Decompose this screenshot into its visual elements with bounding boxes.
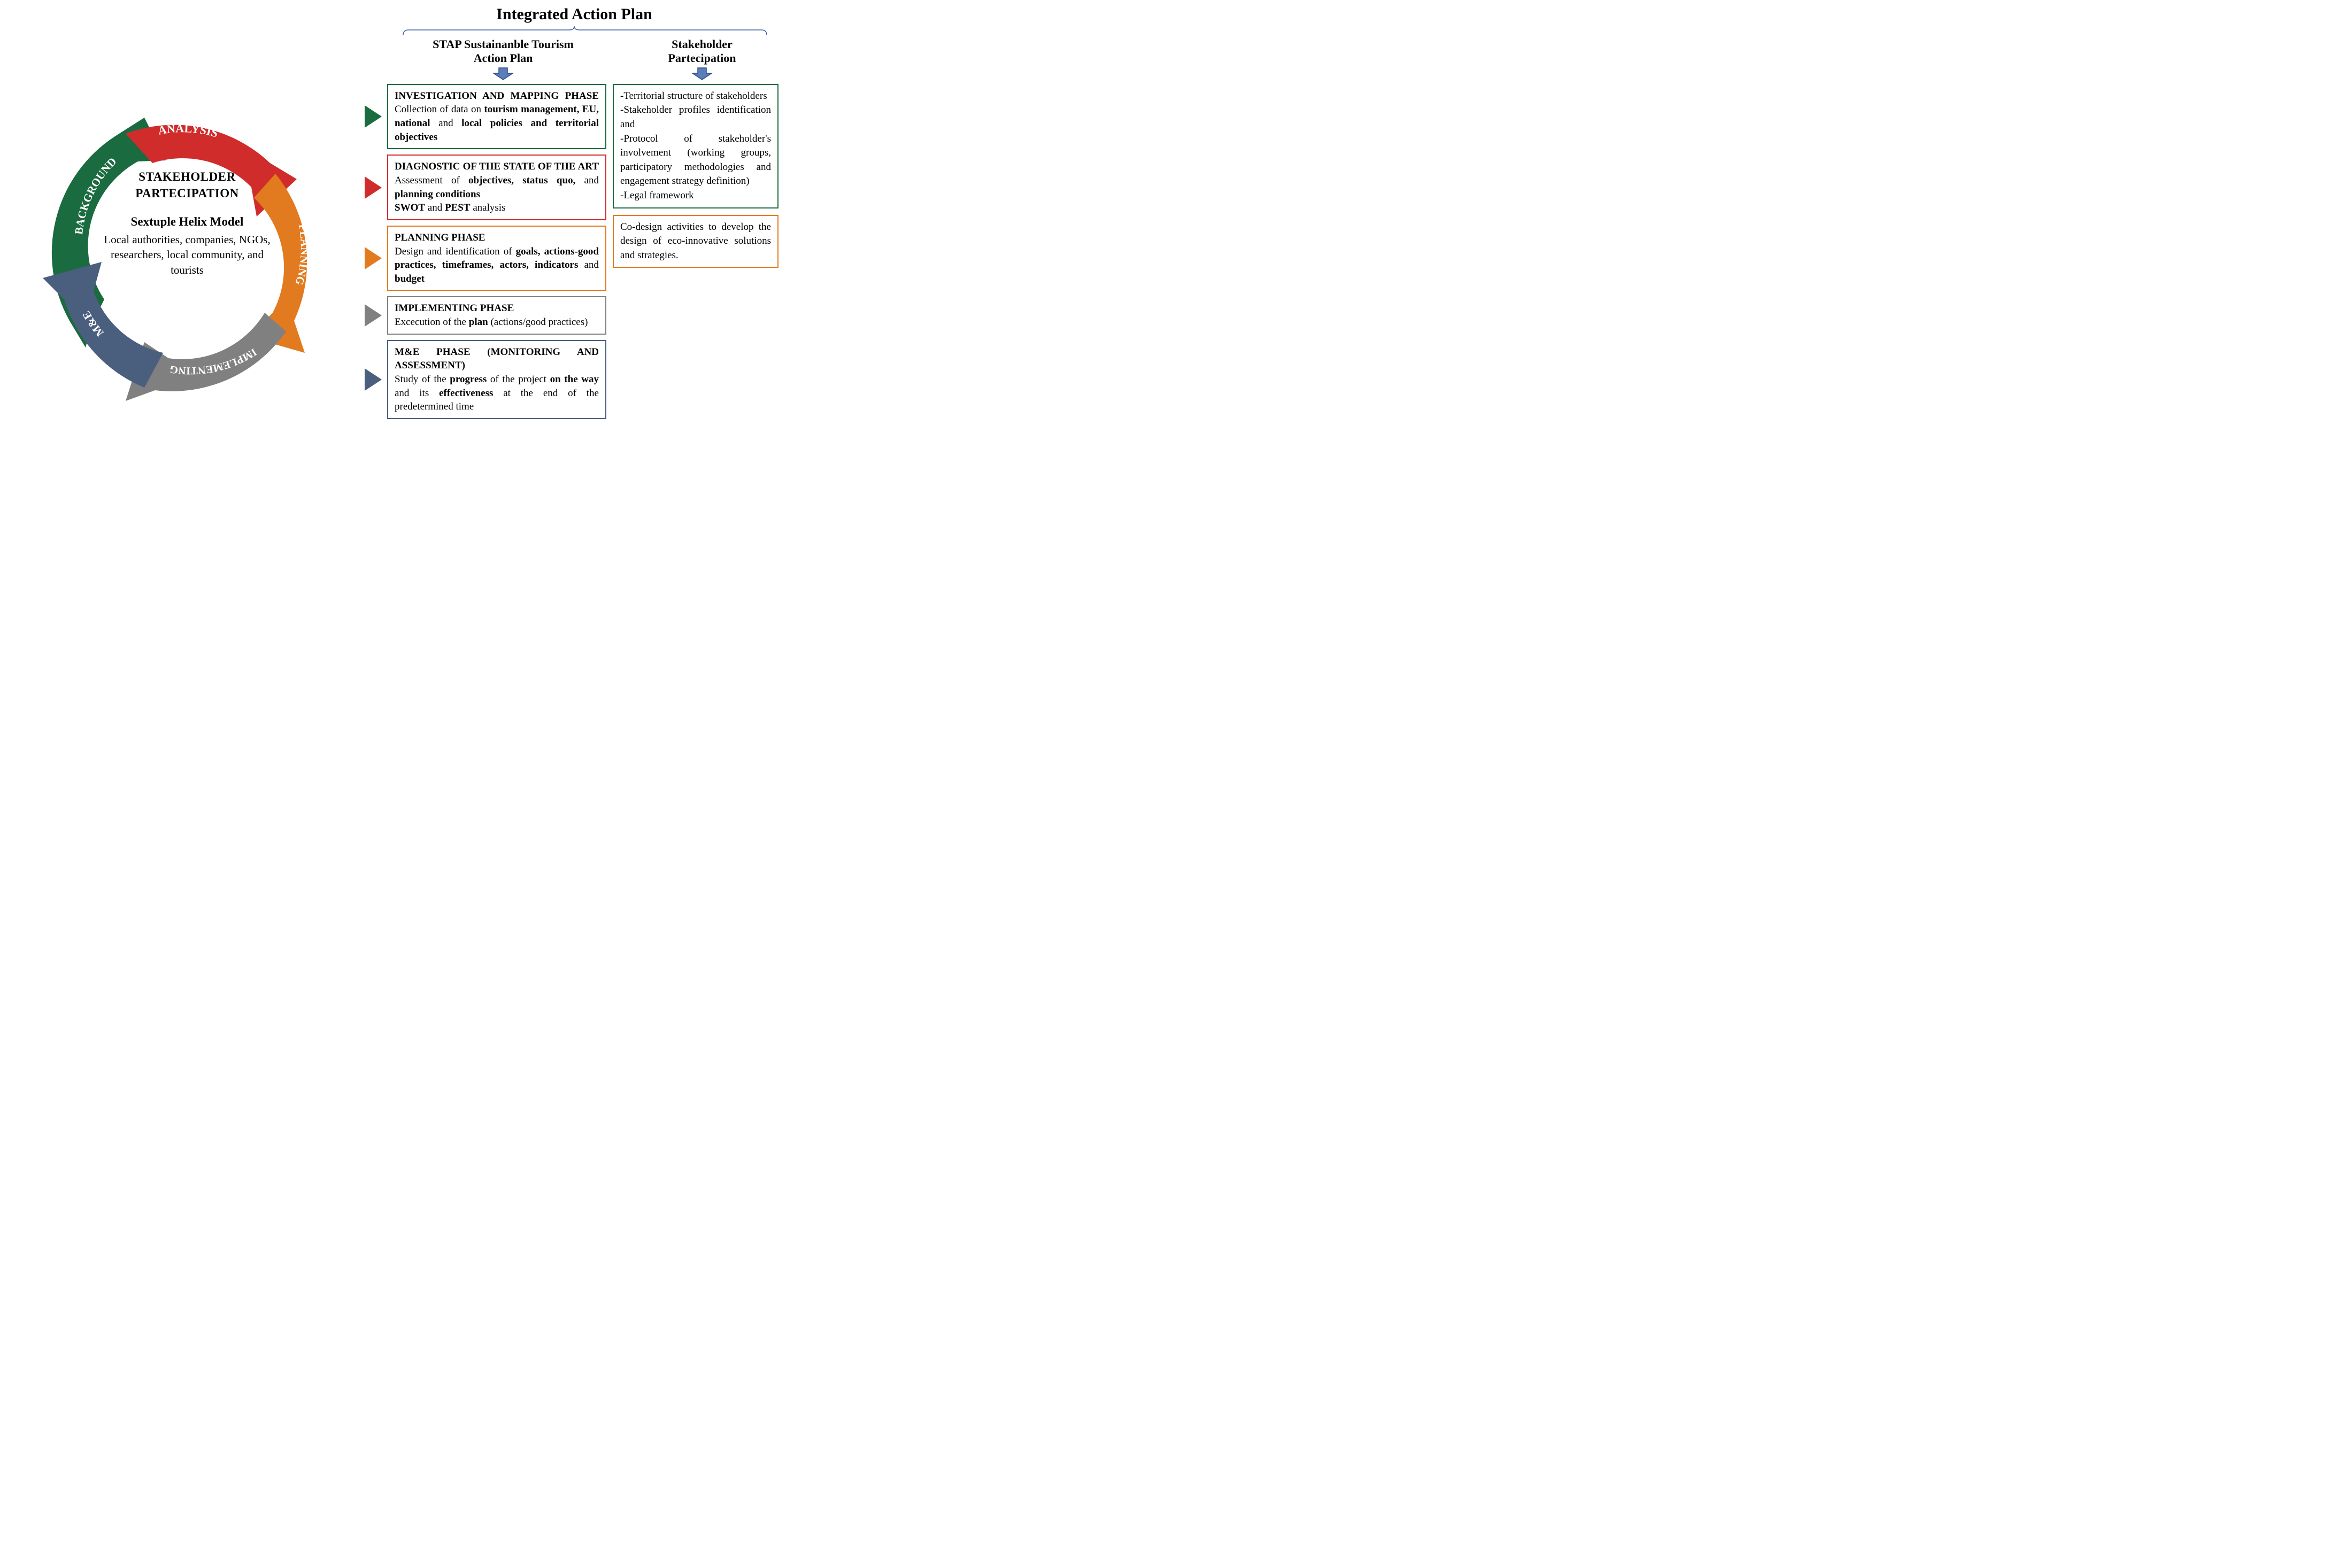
center-body: Local authorities, companies, NGOs, rese… [96,232,278,277]
phase-box-planning: PLANNING PHASEDesign and identification … [387,226,606,291]
stakeholder-column-body: -Territorial structure of stakeholders-S… [613,84,779,424]
columns: STAP Sustainanble Tourism Action Plan St… [364,37,785,84]
column-stakeholder-header: Stakeholder Partecipation [619,37,785,84]
phase-row-me: M&E PHASE (MONITORING AND ASSESSMENT)Stu… [364,340,606,419]
phase-arrow-planning [364,226,387,291]
phase-body-diagnostic: Assessment of objectives, status quo, an… [395,174,599,215]
triangle-right-icon [364,303,384,328]
triangle-right-icon [364,367,384,392]
cycle-container: BACKGROUND ANALYSIS PLANNING IMPLEMENTIN… [5,5,358,424]
phase-title-implementing: IMPLEMENTING PHASE [395,302,599,315]
phase-box-investigation: INVESTIGATION AND MAPPING PHASECollectio… [387,84,606,150]
integrated-action-plan-header: Integrated Action Plan [364,5,785,24]
phase-title-planning: PLANNING PHASE [395,231,599,245]
phase-body-implementing: Excecution of the plan (actions/good pra… [395,315,599,329]
triangle-right-icon [364,246,384,271]
center-title1-line1: STAKEHOLDER [96,168,278,185]
phase-row-investigation: INVESTIGATION AND MAPPING PHASECollectio… [364,84,606,150]
col2-header-line2: Partecipation [668,51,736,65]
bracket-icon [376,26,772,37]
phase-body-me: Study of the progress of the project on … [395,373,599,414]
stap-column-body: INVESTIGATION AND MAPPING PHASECollectio… [364,84,606,424]
triangle-right-icon [364,104,384,129]
phase-arrow-me [364,340,387,419]
phase-box-me: M&E PHASE (MONITORING AND ASSESSMENT)Stu… [387,340,606,419]
phase-box-diagnostic: DIAGNOSTIC OF THE STATE OF THE ARTAssess… [387,155,606,220]
phase-body-investigation: Collection of data on tourism management… [395,103,599,144]
center-title1-line2: PARTECIPATION [96,185,278,202]
cycle-center-text: STAKEHOLDER PARTECIPATION Sextuple Helix… [96,168,278,277]
col2-header-line1: Stakeholder [672,37,733,51]
phase-arrow-investigation [364,84,387,150]
columns-body: INVESTIGATION AND MAPPING PHASECollectio… [364,84,785,424]
column-stakeholder-header-wrap: Stakeholder Partecipation [619,37,785,84]
page-root: BACKGROUND ANALYSIS PLANNING IMPLEMENTIN… [0,0,781,435]
phase-arrow-diagnostic [364,155,387,220]
col1-header-line1: STAP Sustainanble Tourism [433,37,574,51]
column-stap-header: STAP Sustainanble Tourism Action Plan [394,37,613,84]
down-arrow-icon [690,67,714,81]
phase-arrow-implementing [364,296,387,334]
stakeholder-box-1: Co-design activities to develop the desi… [613,215,779,268]
phase-title-me: M&E PHASE (MONITORING AND ASSESSMENT) [395,345,599,373]
phase-title-investigation: INVESTIGATION AND MAPPING PHASE [395,89,599,103]
phase-box-implementing: IMPLEMENTING PHASEExcecution of the plan… [387,296,606,334]
triangle-right-icon [364,175,384,200]
stakeholder-box-0: -Territorial structure of stakeholders-S… [613,84,779,208]
phase-row-planning: PLANNING PHASEDesign and identification … [364,226,606,291]
cycle-segment-me [43,262,163,388]
center-title2: Sextuple Helix Model [96,213,278,230]
column-stap-header-wrap: STAP Sustainanble Tourism Action Plan [394,37,613,84]
phase-row-diagnostic: DIAGNOSTIC OF THE STATE OF THE ARTAssess… [364,155,606,220]
col1-header-line2: Action Plan [474,51,533,65]
phase-row-implementing: IMPLEMENTING PHASEExcecution of the plan… [364,296,606,334]
phase-body-planning: Design and identification of goals, acti… [395,245,599,286]
phase-title-diagnostic: DIAGNOSTIC OF THE STATE OF THE ART [395,160,599,174]
arrow-gutter-spacer [364,37,387,84]
right-panel: Integrated Action Plan STAP Sustainanble… [358,5,785,424]
down-arrow-icon [491,67,515,81]
